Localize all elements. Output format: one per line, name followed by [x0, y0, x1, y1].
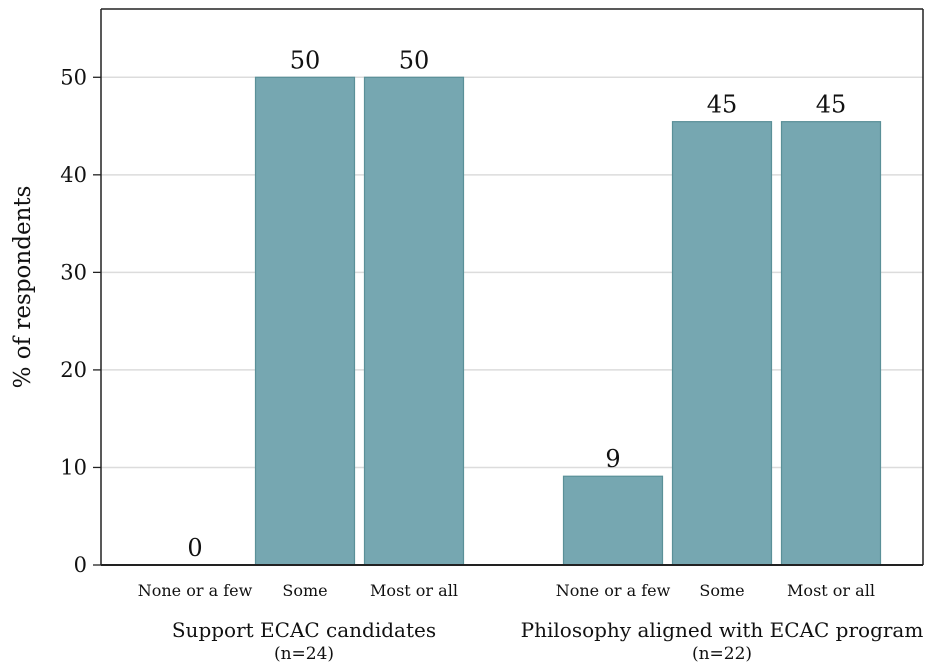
bar	[780, 121, 882, 566]
y-tick-label: 0	[74, 553, 87, 577]
x-category-label: None or a few	[138, 581, 253, 600]
bar	[254, 76, 356, 566]
axes	[93, 8, 924, 566]
group-label: Philosophy aligned with ECAC program	[521, 618, 924, 642]
bar-value-label: 45	[707, 91, 738, 119]
bars	[254, 76, 882, 566]
group-sample-size: (n=22)	[692, 644, 752, 664]
bar-value-label: 9	[605, 445, 620, 473]
bar-value-label: 0	[187, 534, 202, 562]
bar-value-label: 50	[399, 46, 430, 74]
labels: 0 10 20 30 40 50 0 None or a few 50 Some 50 Most or…	[60, 46, 923, 664]
y-tick-label: 30	[60, 260, 87, 284]
bar	[671, 121, 773, 566]
y-tick-label: 20	[60, 358, 87, 382]
x-category-label: Most or all	[370, 581, 458, 600]
x-category-label: Some	[699, 581, 744, 600]
bar-value-label: 45	[816, 91, 847, 119]
bar	[363, 76, 465, 566]
group-label: Support ECAC candidates	[172, 618, 436, 642]
x-category-label: Most or all	[787, 581, 875, 600]
x-category-label: None or a few	[556, 581, 671, 600]
bar-value-label: 50	[290, 46, 321, 74]
y-axis-title: % of respondents	[10, 186, 36, 389]
y-tick-label: 40	[60, 163, 87, 187]
y-tick-label: 50	[60, 65, 87, 89]
y-tick-label: 10	[60, 455, 87, 479]
x-category-label: Some	[282, 581, 327, 600]
bar	[562, 475, 664, 566]
group-sample-size: (n=24)	[274, 644, 334, 664]
